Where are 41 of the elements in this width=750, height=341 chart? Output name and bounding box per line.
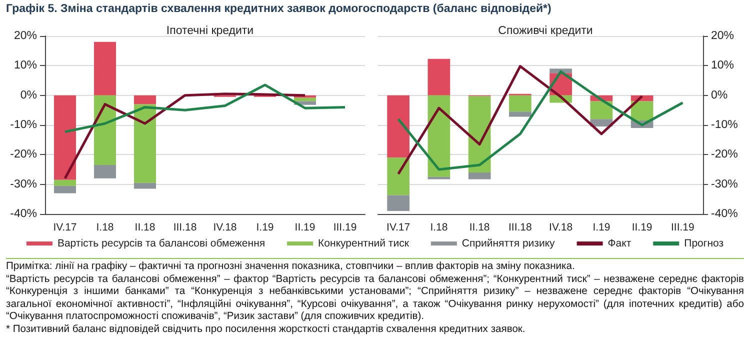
- chart-subtitle: Споживчі кредити: [498, 25, 593, 37]
- x-tick-label: III.18: [508, 222, 532, 234]
- y-tick-label: -20%: [10, 148, 37, 161]
- x-tick-label: I.18: [430, 222, 448, 234]
- text: “Вартість ресурсів та балансові обмеження” – фактор “Вартість ресурсів та балансові обмеження”; “Конкурентний тиск” – незважене середнє факторів “Конкуренція з іншими банками” та “Конкуренція з небанківськими установами”; “Сприйняття ризику” – незважене середнє факторів “Очікування загальної економічної активності”, “Інфляційні очікування”, “Курсові очікування”, а також “Очікування ринку нерухомості” (для іпотечних кредитів) або “Очікування платоспроможності споживачів”, “Ризик застави” (для споживчих кредитів).: [6, 274, 744, 324]
- x-tick-label: II.19: [294, 222, 316, 234]
- x-tick-label: III.18: [173, 222, 197, 234]
- x-tick-label: IV.18: [213, 222, 237, 234]
- y-tick-label: -40%: [10, 208, 37, 220]
- y-tick-label: 0%: [711, 89, 728, 102]
- legend-label: Вартість ресурсів та балансові обмеження: [57, 238, 266, 250]
- x-tick-label: III.19: [333, 222, 357, 234]
- chart-title: Графік 5. Зміна стандартів схвалення кредитних заявок домогосподарств (баланс відповідей*): [6, 3, 552, 15]
- x-tick-label: I.19: [256, 222, 274, 234]
- chart-subtitle: Іпотечні кредити: [166, 25, 254, 37]
- x-tick-label: I.19: [592, 222, 610, 234]
- y-tick-label: -30%: [711, 178, 738, 190]
- x-tick-label: II.18: [134, 222, 156, 234]
- y-tick-label: 20%: [711, 30, 734, 42]
- y-tick-label: 0%: [20, 89, 37, 102]
- legend-label: Факт: [608, 238, 632, 250]
- x-tick-label: III.19: [671, 222, 695, 234]
- x-tick-label: II.19: [632, 222, 652, 234]
- x-tick-label: II.18: [469, 222, 490, 234]
- text: * Позитивний баланс відповідей свідчить про посилення жорсткості стандартів схвалення кредитних заявок.: [6, 324, 526, 337]
- legend-label: Сприйняття ризику: [462, 238, 556, 250]
- text: Примітка: лінії на графіку – фактичні та прогнозні значення показника, стовпчики – вплив факторів на зміну показника.: [6, 261, 576, 274]
- legend-label: Прогноз: [684, 238, 724, 250]
- x-tick-label: I.18: [96, 222, 114, 234]
- x-tick-label: IV.18: [549, 222, 573, 234]
- y-tick-label: -30%: [10, 178, 37, 190]
- y-tick-label: 20%: [14, 30, 37, 42]
- y-tick-label: -10%: [10, 119, 37, 131]
- y-tick-label: 10%: [711, 60, 734, 72]
- y-tick-label: -40%: [711, 208, 738, 220]
- x-tick-label: IV.17: [53, 222, 77, 234]
- y-tick-label: -20%: [711, 148, 738, 161]
- x-tick-label: IV.17: [386, 222, 410, 234]
- y-tick-label: 10%: [14, 60, 37, 72]
- legend-label: Конкурентний тиск: [318, 238, 410, 250]
- y-tick-label: -10%: [711, 119, 738, 131]
